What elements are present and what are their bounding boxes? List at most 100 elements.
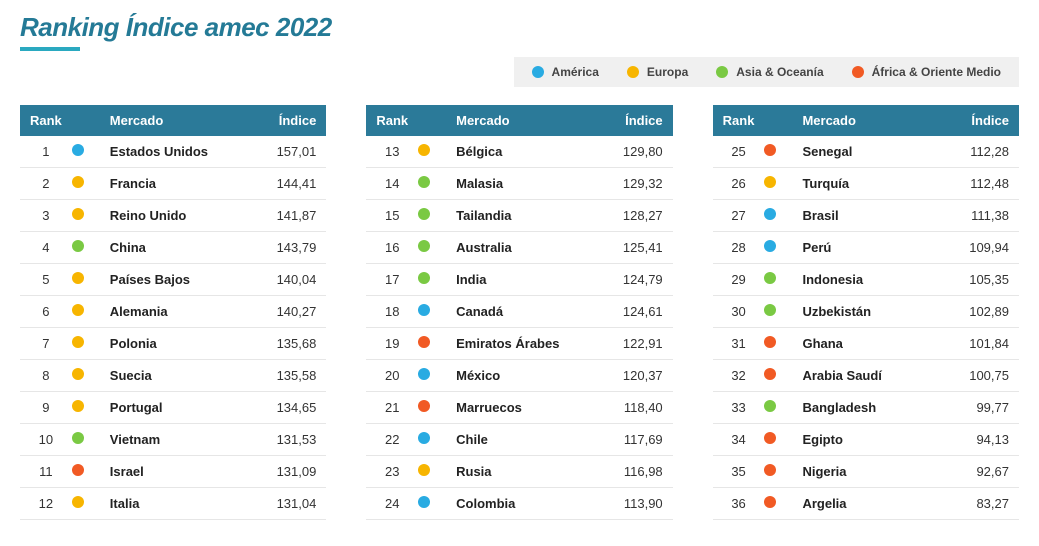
legend-bar: AméricaEuropaAsia & OceaníaÁfrica & Orie… [20, 57, 1019, 87]
cell-region [764, 360, 792, 392]
table-row: 30Uzbekistán102,89 [713, 296, 1019, 328]
cell-region [764, 456, 792, 488]
cell-rank: 17 [366, 264, 418, 296]
cell-index: 134,65 [256, 392, 326, 424]
cell-region [72, 200, 100, 232]
table-row: 4China143,79 [20, 232, 326, 264]
cell-index: 112,48 [949, 168, 1019, 200]
legend-label: América [552, 65, 599, 79]
cell-market: Emiratos Árabes [446, 328, 603, 360]
region-dot-icon [418, 304, 430, 316]
legend-dot-icon [852, 66, 864, 78]
region-dot-icon [764, 304, 776, 316]
cell-market: Alemania [100, 296, 257, 328]
table-row: 7Polonia135,68 [20, 328, 326, 360]
cell-market: Arabia Saudí [792, 360, 949, 392]
cell-index: 140,27 [256, 296, 326, 328]
region-dot-icon [764, 368, 776, 380]
table-row: 6Alemania140,27 [20, 296, 326, 328]
region-dot-icon [418, 496, 430, 508]
cell-rank: 26 [713, 168, 765, 200]
cell-rank: 13 [366, 136, 418, 168]
cell-region [72, 136, 100, 168]
col-market: Mercado [100, 105, 257, 136]
cell-rank: 16 [366, 232, 418, 264]
cell-index: 131,04 [256, 488, 326, 520]
cell-rank: 15 [366, 200, 418, 232]
cell-index: 99,77 [949, 392, 1019, 424]
region-dot-icon [418, 368, 430, 380]
legend-dot-icon [532, 66, 544, 78]
col-region [418, 105, 446, 136]
region-dot-icon [72, 304, 84, 316]
cell-market: Argelia [792, 488, 949, 520]
col-index: Índice [603, 105, 673, 136]
region-dot-icon [72, 240, 84, 252]
cell-rank: 19 [366, 328, 418, 360]
cell-region [418, 200, 446, 232]
col-market: Mercado [792, 105, 949, 136]
cell-region [764, 136, 792, 168]
cell-index: 125,41 [603, 232, 673, 264]
cell-market: Turquía [792, 168, 949, 200]
region-dot-icon [764, 336, 776, 348]
cell-index: 112,28 [949, 136, 1019, 168]
table-row: 9Portugal134,65 [20, 392, 326, 424]
cell-region [764, 328, 792, 360]
cell-rank: 30 [713, 296, 765, 328]
cell-index: 124,61 [603, 296, 673, 328]
table-row: 28Perú109,94 [713, 232, 1019, 264]
cell-index: 94,13 [949, 424, 1019, 456]
cell-index: 144,41 [256, 168, 326, 200]
region-dot-icon [418, 336, 430, 348]
cell-market: Estados Unidos [100, 136, 257, 168]
cell-region [418, 392, 446, 424]
region-dot-icon [72, 336, 84, 348]
cell-index: 109,94 [949, 232, 1019, 264]
col-index: Índice [256, 105, 326, 136]
table-row: 11Israel131,09 [20, 456, 326, 488]
cell-index: 135,68 [256, 328, 326, 360]
cell-rank: 2 [20, 168, 72, 200]
cell-index: 120,37 [603, 360, 673, 392]
legend-dot-icon [716, 66, 728, 78]
region-dot-icon [418, 240, 430, 252]
cell-market: Francia [100, 168, 257, 200]
legend-item: América [532, 65, 599, 79]
cell-index: 100,75 [949, 360, 1019, 392]
cell-market: Colombia [446, 488, 603, 520]
cell-rank: 27 [713, 200, 765, 232]
ranking-table: RankMercadoÍndice1Estados Unidos157,012F… [20, 105, 326, 520]
region-dot-icon [764, 240, 776, 252]
cell-region [418, 360, 446, 392]
cell-rank: 9 [20, 392, 72, 424]
cell-market: Bangladesh [792, 392, 949, 424]
cell-region [418, 296, 446, 328]
cell-rank: 1 [20, 136, 72, 168]
cell-market: Uzbekistán [792, 296, 949, 328]
table-row: 3Reino Unido141,87 [20, 200, 326, 232]
cell-region [72, 168, 100, 200]
table-row: 17India124,79 [366, 264, 672, 296]
cell-market: Israel [100, 456, 257, 488]
table-row: 35Nigeria92,67 [713, 456, 1019, 488]
region-dot-icon [72, 272, 84, 284]
table-row: 25Senegal112,28 [713, 136, 1019, 168]
cell-market: Países Bajos [100, 264, 257, 296]
region-dot-icon [418, 144, 430, 156]
region-dot-icon [72, 464, 84, 476]
cell-market: Marruecos [446, 392, 603, 424]
region-dot-icon [764, 144, 776, 156]
region-dot-icon [418, 400, 430, 412]
col-region [72, 105, 100, 136]
cell-index: 131,53 [256, 424, 326, 456]
cell-rank: 29 [713, 264, 765, 296]
cell-index: 101,84 [949, 328, 1019, 360]
cell-rank: 28 [713, 232, 765, 264]
cell-market: Tailandia [446, 200, 603, 232]
cell-market: India [446, 264, 603, 296]
cell-market: Indonesia [792, 264, 949, 296]
cell-rank: 23 [366, 456, 418, 488]
table-row: 34Egipto94,13 [713, 424, 1019, 456]
cell-index: 141,87 [256, 200, 326, 232]
